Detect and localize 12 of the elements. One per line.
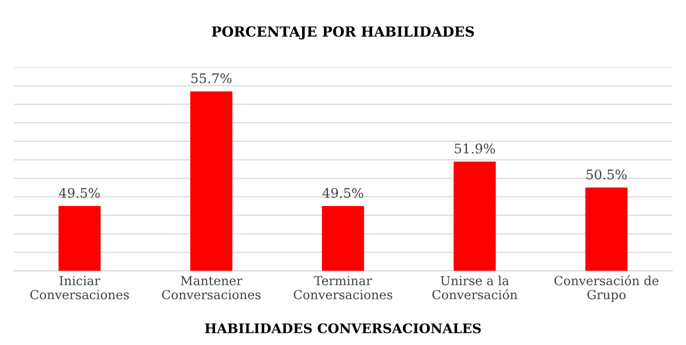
- x-tick-label: Mantener Conversaciones: [162, 276, 261, 300]
- x-tick-label: Terminar Conversaciones: [294, 276, 392, 300]
- x-axis-title: HABILIDADES CONVERSACIONALES: [205, 323, 481, 334]
- x-tick-label: Iniciar Conversaciones: [30, 276, 129, 300]
- chart-title: PORCENTAJE POR HABILIDADES: [212, 26, 474, 40]
- x-tick-label: Unirse a la Conversación: [432, 276, 518, 300]
- data-label: 55.7%: [191, 73, 232, 84]
- x-tick-label: Conversación de Grupo: [554, 275, 658, 302]
- data-label: 50.5%: [586, 169, 627, 180]
- data-label: 49.5%: [322, 188, 364, 198]
- data-label: 49.5%: [59, 188, 100, 198]
- data-label: 51.9%: [454, 144, 495, 154]
